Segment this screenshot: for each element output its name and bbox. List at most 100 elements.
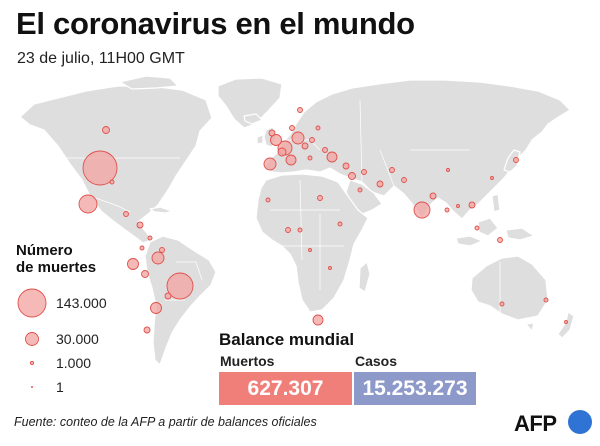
country-death-bubble [109, 179, 115, 185]
legend-item-small: 1.000 [16, 346, 196, 380]
country-death-bubble [490, 176, 494, 180]
new-zealand [557, 311, 575, 339]
country-death-bubble [150, 302, 162, 314]
arctic-islands [119, 75, 179, 90]
legend-label-min: 1 [56, 379, 64, 395]
country-death-bubble [474, 225, 480, 231]
country-death-bubble [285, 154, 297, 166]
country-death-bubble [376, 180, 384, 188]
cases-label: Casos [355, 353, 398, 369]
country-death-bubble [78, 194, 98, 214]
country-death-bubble [315, 125, 321, 131]
afp-logo-dot [568, 410, 592, 434]
new-guinea [505, 227, 535, 241]
country-death-bubble [307, 155, 313, 161]
country-death-bubble [322, 147, 328, 153]
greenland [217, 77, 283, 129]
country-death-bubble [123, 211, 129, 217]
country-death-bubble [263, 157, 277, 171]
country-death-bubble [348, 172, 356, 180]
legend-title-line1: Número [16, 242, 73, 259]
country-death-bubble [141, 270, 149, 278]
legend-bubble-large [17, 288, 47, 318]
country-death-bubble [265, 197, 271, 203]
country-death-bubble [102, 126, 110, 134]
legend-bubble-min [31, 386, 33, 388]
country-death-bubble [401, 177, 407, 183]
country-death-bubble [543, 297, 549, 303]
country-death-bubble [285, 227, 291, 233]
country-death-bubble [309, 137, 315, 143]
world-map [19, 75, 575, 366]
country-death-bubble [499, 301, 505, 307]
country-death-bubble [342, 162, 350, 170]
country-death-bubble [337, 221, 343, 227]
country-death-bubble [361, 169, 367, 175]
japan [503, 149, 521, 173]
legend-label-small: 1.000 [56, 355, 92, 371]
country-death-bubble [136, 221, 144, 229]
legend-item-large: 143.000 [16, 286, 196, 320]
country-death-bubble [429, 192, 437, 200]
country-death-bubble [297, 227, 303, 233]
country-death-bubble [446, 168, 450, 172]
deaths-value: 627.307 [247, 377, 324, 400]
country-death-bubble [413, 201, 431, 219]
cases-value: 15.253.273 [362, 377, 468, 400]
country-death-bubble [277, 147, 287, 157]
legend-item-min: 1 [16, 370, 196, 404]
country-death-bubble [497, 237, 503, 243]
australia [470, 255, 549, 321]
legend-label-medium: 30.000 [56, 331, 99, 347]
cuba [149, 206, 173, 214]
legend-title: Número de muertes [16, 242, 96, 276]
legend: Número de muertes 143.000 30.000 1.000 1 [16, 242, 196, 402]
country-death-bubble [326, 151, 338, 163]
country-death-bubble [291, 131, 305, 145]
country-death-bubble [312, 314, 324, 326]
balance-title: Balance mundial [219, 330, 355, 349]
country-death-bubble [328, 266, 332, 270]
country-death-bubble [268, 129, 276, 137]
country-death-bubble [513, 157, 519, 163]
iceland [243, 113, 263, 125]
legend-title-line2: de muertes [16, 259, 97, 276]
philippines [491, 193, 501, 213]
legend-label-large: 143.000 [56, 295, 107, 311]
country-death-bubble [151, 251, 165, 265]
country-death-bubble [143, 326, 151, 334]
deaths-label: Muertos [220, 353, 275, 369]
afp-logo-text: AFP [514, 411, 557, 436]
legend-bubble-small [29, 360, 35, 366]
country-death-bubble [139, 245, 145, 251]
country-death-bubble [456, 204, 460, 208]
afp-logo: AFP [514, 409, 594, 436]
country-death-bubble [389, 167, 395, 173]
legend-bubble-medium [25, 332, 39, 346]
country-death-bubble [159, 247, 165, 253]
borneo [477, 217, 499, 237]
country-death-bubble [308, 248, 312, 252]
death-bubbles [78, 107, 568, 334]
tasmania [525, 322, 535, 332]
country-death-bubble [127, 258, 139, 270]
country-death-bubble [166, 272, 194, 300]
country-death-bubble [289, 125, 295, 131]
country-death-bubble [317, 195, 323, 201]
ireland [256, 134, 264, 145]
map-title: El coronavirus en el mundo [16, 6, 415, 41]
cases-value-box: 15.253.273 [354, 372, 476, 405]
map-subtitle: 23 de julio, 11H00 GMT [17, 50, 185, 67]
deaths-value-box: 627.307 [219, 372, 352, 405]
country-death-bubble [270, 134, 282, 146]
country-death-bubble [297, 107, 303, 113]
indonesia [455, 235, 483, 247]
country-death-bubble [147, 235, 153, 241]
country-death-bubble [468, 201, 476, 209]
country-death-bubble [357, 187, 363, 193]
legend-item-medium: 30.000 [16, 322, 196, 356]
africa [255, 173, 369, 313]
madagascar [358, 261, 371, 293]
country-death-bubble [164, 292, 172, 300]
country-death-bubble [301, 142, 309, 150]
